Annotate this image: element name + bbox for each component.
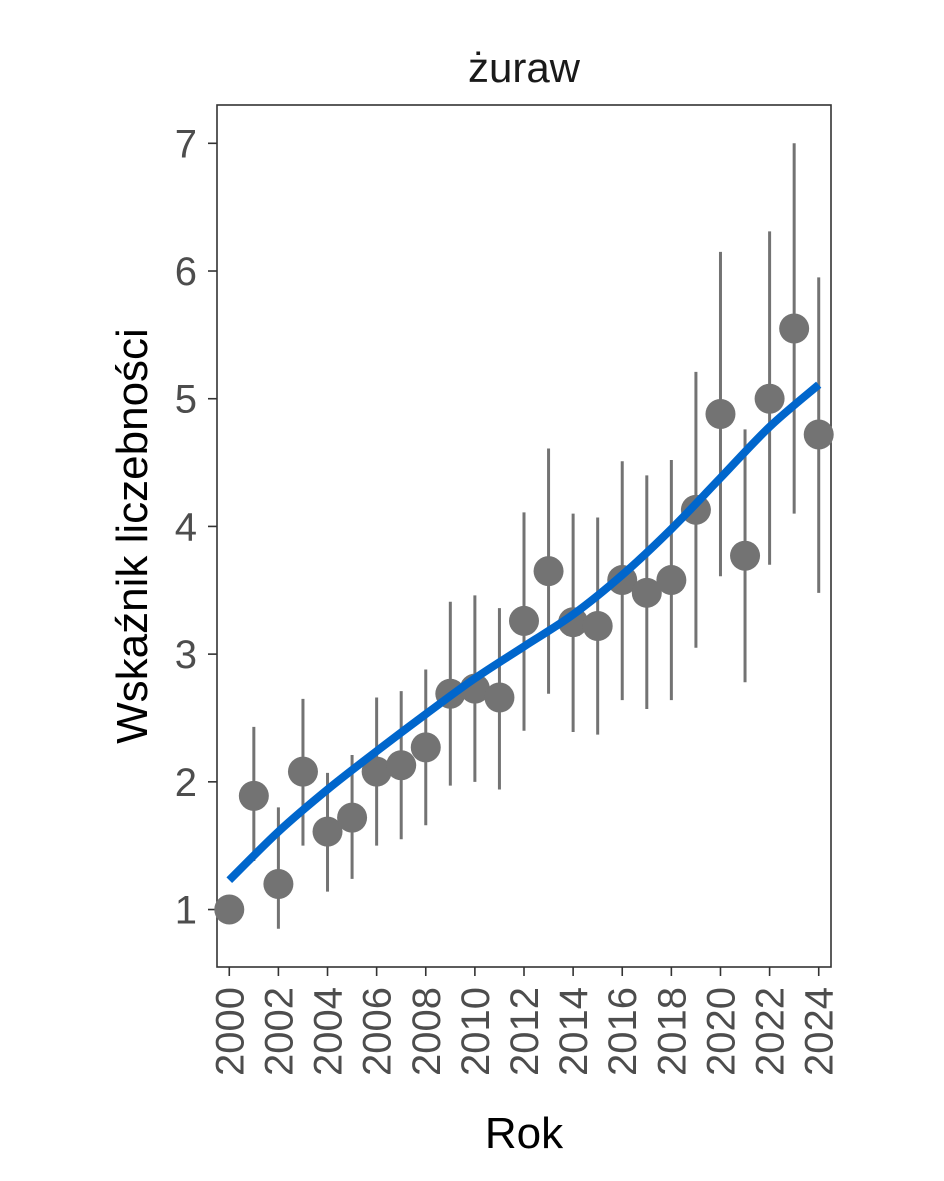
y-axis-title: Wskaźnik liczebności <box>108 328 157 744</box>
error-bars <box>252 143 821 929</box>
data-point <box>312 816 343 847</box>
data-point <box>533 556 564 587</box>
data-point <box>803 419 834 450</box>
data-point <box>484 682 515 713</box>
y-tick-label: 6 <box>175 250 197 294</box>
y-tick-label: 2 <box>175 761 197 805</box>
data-point <box>656 565 687 596</box>
chart-title: żuraw <box>468 44 581 91</box>
trend-line <box>226 381 822 884</box>
data-point <box>509 605 539 636</box>
x-tick-label: 2006 <box>356 987 400 1076</box>
x-tick-label: 2008 <box>405 987 449 1076</box>
y-tick-label: 7 <box>175 122 197 166</box>
data-point <box>214 894 245 925</box>
data-point <box>779 313 810 344</box>
y-tick-label: 1 <box>175 889 197 933</box>
x-tick-label: 2014 <box>552 987 596 1076</box>
x-axis: 2000 2002 2004 2006 2008 2010 2012 2014 2016 2018… <box>208 967 842 1076</box>
data-point <box>754 383 785 414</box>
data-point <box>386 750 417 781</box>
data-point <box>337 802 368 833</box>
data-point <box>287 756 318 787</box>
data-point <box>410 732 441 763</box>
x-tick-label: 2016 <box>601 987 645 1076</box>
data-point <box>558 607 589 638</box>
data-point <box>238 780 269 811</box>
y-axis: 1 2 3 4 5 6 7 <box>175 122 217 933</box>
data-point <box>361 756 392 787</box>
data-point <box>631 577 662 608</box>
x-tick-label: 2004 <box>307 987 351 1076</box>
y-tick-label: 3 <box>175 633 197 677</box>
x-tick-label: 2022 <box>749 987 793 1076</box>
data-point <box>705 399 736 430</box>
x-tick-label: 2000 <box>208 987 252 1076</box>
x-tick-label: 2024 <box>798 987 842 1076</box>
x-axis-title: Rok <box>485 1109 564 1158</box>
data-points <box>214 313 834 925</box>
x-tick-label: 2012 <box>503 987 547 1076</box>
x-tick-label: 2010 <box>454 987 498 1076</box>
x-tick-label: 2002 <box>257 987 301 1076</box>
x-tick-label: 2020 <box>699 987 743 1076</box>
data-point <box>263 868 294 899</box>
data-point <box>582 611 613 642</box>
y-tick-label: 5 <box>175 378 197 422</box>
x-tick-label: 2018 <box>650 987 694 1076</box>
data-point <box>730 540 761 571</box>
y-tick-label: 4 <box>175 505 197 549</box>
